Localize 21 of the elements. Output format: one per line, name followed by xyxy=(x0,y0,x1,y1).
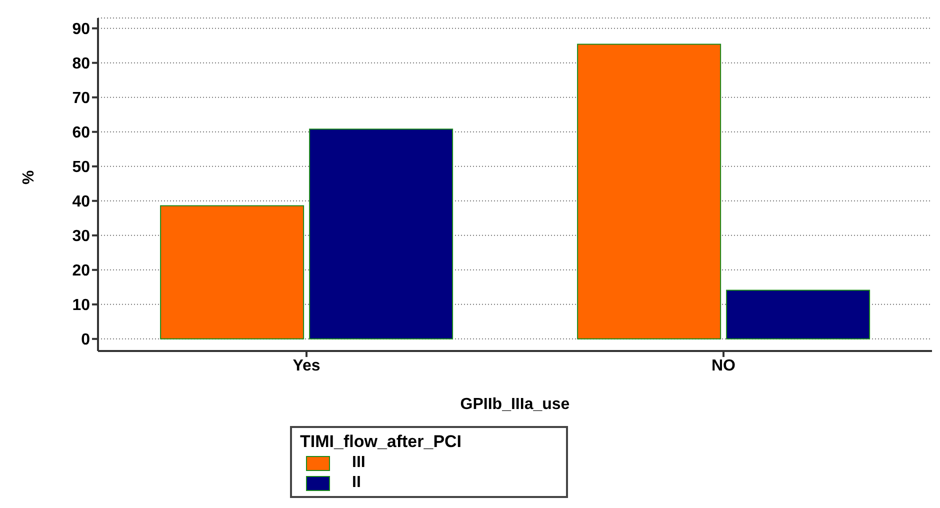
y-tick-label: 40 xyxy=(72,194,90,211)
bar xyxy=(726,290,870,340)
bar xyxy=(577,44,722,340)
x-tick-label: NO xyxy=(712,357,736,374)
y-tick-label: 90 xyxy=(72,21,90,38)
y-tick-label: 70 xyxy=(72,90,90,108)
legend-label: III xyxy=(352,454,366,472)
y-tick-label: 30 xyxy=(72,228,90,246)
y-tick-label: 0 xyxy=(81,332,90,349)
y-tick-label: 20 xyxy=(72,262,90,280)
y-tick-label: 80 xyxy=(72,56,90,73)
x-axis-title: GPIIb_IIIa_use xyxy=(460,396,570,413)
legend-title: TIMI_flow_after_PCI xyxy=(300,432,463,452)
y-tick-label: 10 xyxy=(72,297,90,314)
legend-label: II xyxy=(352,474,361,492)
y-tick-label: 60 xyxy=(72,124,90,142)
bar xyxy=(160,205,304,340)
x-tick-label: Yes xyxy=(292,357,320,374)
y-tick-label: 50 xyxy=(72,159,90,176)
bar xyxy=(309,128,454,340)
y-axis-title: % xyxy=(20,170,38,184)
